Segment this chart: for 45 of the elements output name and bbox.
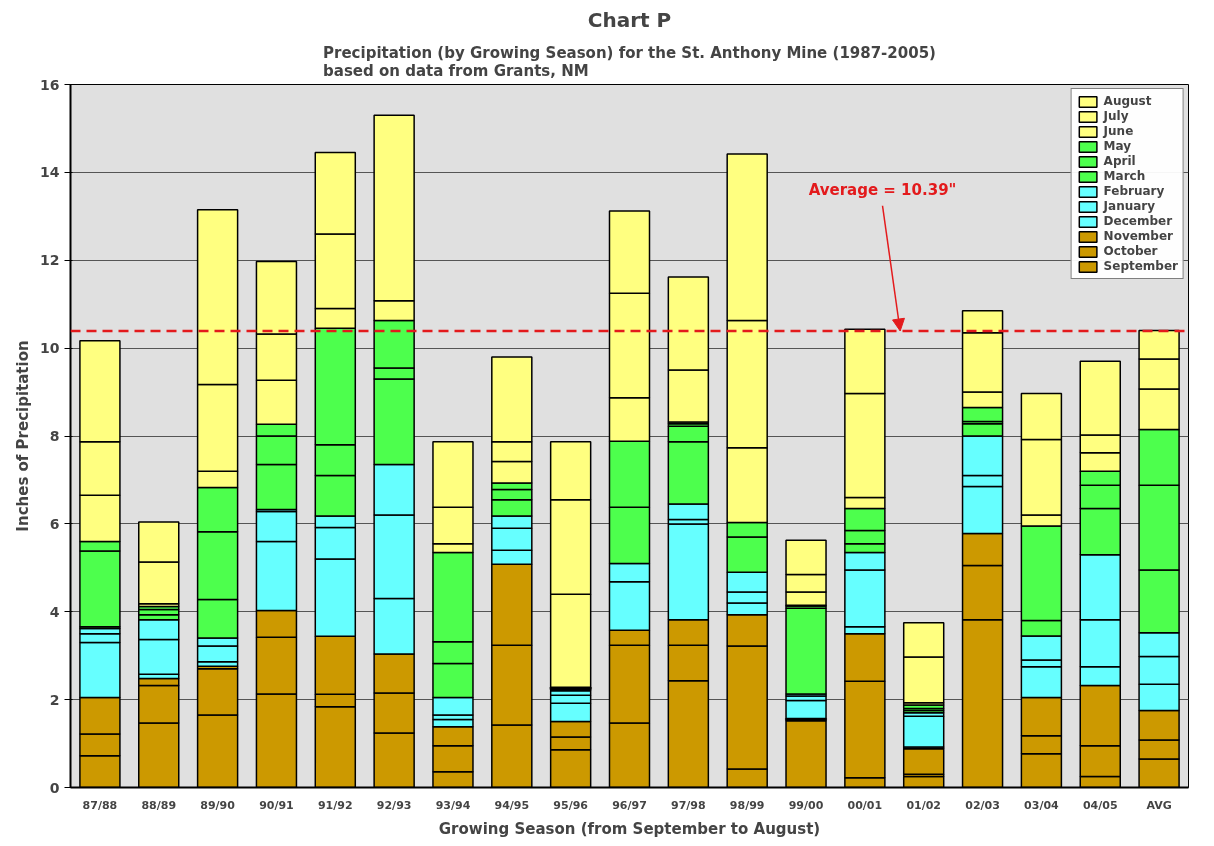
- legend-label: December: [1103, 214, 1173, 228]
- y-axis-title: Inches of Precipitation: [14, 340, 33, 532]
- x-tick-label: 93/94: [435, 798, 471, 812]
- x-tick-label: 02/03: [965, 798, 1000, 812]
- x-tick-label: 87/88: [82, 798, 118, 812]
- x-tick-label: 03/04: [1024, 798, 1060, 812]
- x-tick-label: 97/98: [671, 798, 706, 812]
- legend-label: July: [1103, 109, 1129, 123]
- y-tick-label: 14: [40, 164, 60, 181]
- x-tick-label: 01/02: [906, 798, 942, 812]
- legend-label: June: [1103, 124, 1134, 138]
- ref-line-label: Average = 10.39": [808, 181, 957, 200]
- chart-subtitle: Precipitation (by Growing Season) for the St. Anthony Mine (1987-2005) based on data from Grants, NM: [323, 43, 936, 80]
- x-tick-label: 04/05: [1082, 798, 1118, 812]
- legend-label: February: [1103, 184, 1165, 198]
- y-tick-label: 0: [49, 779, 60, 796]
- x-tick-label: 00/01: [847, 798, 883, 812]
- x-tick-label: 90/91: [259, 798, 294, 812]
- x-tick-label: 92/93: [376, 798, 412, 812]
- x-tick-label: 91/92: [317, 798, 353, 812]
- y-tick-label: 4: [49, 603, 60, 620]
- y-tick-label: 10: [40, 340, 60, 357]
- x-tick-label: 99/00: [788, 798, 824, 812]
- y-tick-label: 6: [49, 515, 60, 532]
- y-tick-label: 16: [40, 76, 60, 93]
- x-tick-label: 96/97: [612, 798, 647, 812]
- x-tick-label: 98/99: [729, 798, 765, 812]
- x-tick-label: 94/95: [494, 798, 530, 812]
- legend-label: November: [1103, 229, 1173, 243]
- x-tick-label: 95/96: [553, 798, 589, 812]
- legend-label: March: [1103, 169, 1146, 183]
- y-tick-label: 2: [49, 691, 60, 708]
- legend-label: October: [1103, 244, 1158, 258]
- y-tick-label: 12: [40, 252, 60, 269]
- legend-label: January: [1103, 199, 1156, 213]
- x-tick-label: 88/89: [141, 798, 177, 812]
- x-tick-label: AVG: [1146, 798, 1172, 812]
- x-axis-title: Growing Season (from September to August): [438, 819, 821, 838]
- legend-label: April: [1103, 154, 1136, 168]
- y-tick-label: 8: [49, 428, 60, 444]
- legend-label: May: [1103, 139, 1132, 153]
- x-tick-label: 89/90: [200, 798, 236, 812]
- chart-title: Chart P: [587, 7, 672, 32]
- legend-label: September: [1103, 259, 1178, 273]
- legend-label: August: [1103, 94, 1152, 108]
